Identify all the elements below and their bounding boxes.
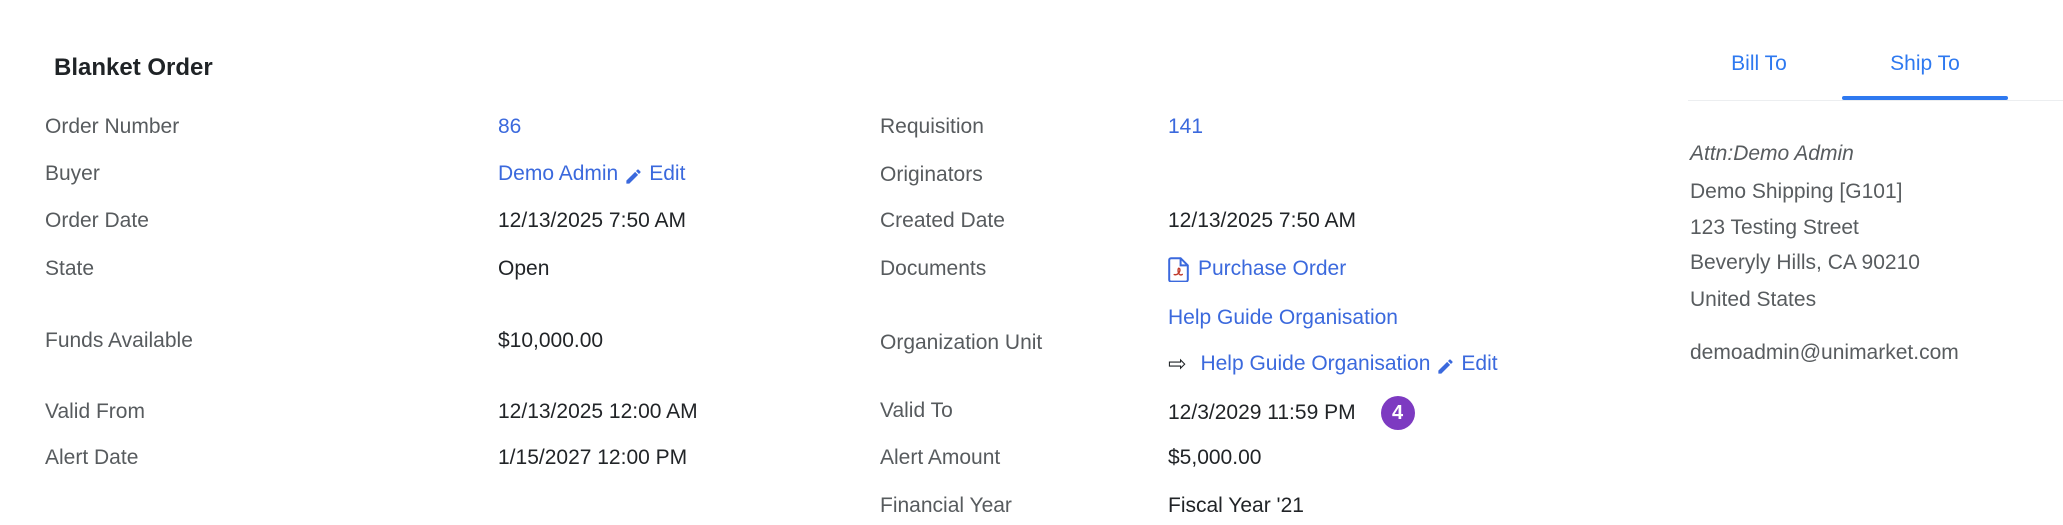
page-title: Blanket Order [54,54,213,81]
requisition-link[interactable]: 141 [1168,115,1204,138]
field-valid-from: Valid From 12/13/2025 12:00 AM [0,397,2063,427]
created-date-value: 12/13/2025 7:50 AM [1168,209,1356,232]
documents-label: Documents [880,257,987,280]
ship-to-attn: Attn:Demo Admin [1690,142,1854,165]
field-financial-year: Financial Year Fiscal Year '21 [0,491,2063,521]
buyer-edit-button[interactable]: Edit [649,162,686,185]
field-state: State Open [0,254,2063,284]
tab-ship-to[interactable]: Ship To [1890,52,1960,75]
active-tab-underline [1842,96,2008,100]
order-date-value: 12/13/2025 7:50 AM [498,209,686,232]
valid-from-label: Valid From [45,400,145,423]
field-documents: Documents Purchase Order [0,254,2063,284]
field-order-number: Order Number 86 [0,112,2063,142]
field-funds-available: Funds Available $10,000.00 [0,326,2063,356]
funds-available-value: $10,000.00 [498,329,604,352]
organization-unit-edit-button[interactable]: Edit [1461,352,1498,375]
ship-to-line: Beveryly Hills, CA 90210 [1690,251,1920,274]
field-created-date: Created Date 12/13/2025 7:50 AM [0,206,2063,236]
tab-divider [1688,100,2063,101]
ship-to-email: demoadmin@unimarket.com [1690,341,1959,364]
originators-label: Originators [880,163,983,186]
ship-to-line: United States [1690,288,1817,311]
valid-from-value: 12/13/2025 12:00 AM [498,400,698,423]
organization-unit-link[interactable]: Help Guide Organisation [1168,306,1398,329]
order-date-label: Order Date [45,209,149,232]
funds-available-label: Funds Available [45,329,193,352]
organization-unit-sub-link[interactable]: Help Guide Organisation [1200,352,1431,375]
field-organization-unit-line2: ⇨ Help Guide Organisation Edit [0,349,2063,379]
order-number-label: Order Number [45,115,180,138]
edit-pencil-icon[interactable] [624,165,643,184]
valid-to-value: 12/3/2029 11:59 PM [1168,401,1356,424]
alert-date-label: Alert Date [45,446,139,469]
buyer-link[interactable]: Demo Admin [498,162,619,185]
field-originators: Originators [0,160,2063,190]
organization-unit-label: Organization Unit [880,331,1043,354]
field-organization-unit-label-row: Organization Unit [0,328,2063,358]
tab-bill-to[interactable]: Bill To [1731,52,1787,75]
ship-to-line: 123 Testing Street [1690,216,1859,239]
edit-pencil-icon[interactable] [1436,355,1455,374]
order-number-link[interactable]: 86 [498,115,522,138]
field-buyer: Buyer Demo Admin Edit [0,159,2063,189]
valid-to-label: Valid To [880,399,953,422]
requisition-label: Requisition [880,115,984,138]
state-value: Open [498,257,550,280]
field-order-date: Order Date 12/13/2025 7:50 AM [0,206,2063,236]
buyer-label: Buyer [45,162,100,185]
state-label: State [45,257,95,280]
created-date-label: Created Date [880,209,1005,232]
alert-date-value: 1/15/2027 12:00 PM [498,446,688,469]
field-organization-unit-line1: Help Guide Organisation [0,303,2063,333]
ship-to-line: Demo Shipping [G101] [1690,180,1903,203]
step-callout-badge: 4 [1380,396,1415,430]
alert-amount-label: Alert Amount [880,446,1001,469]
field-requisition: Requisition 141 [0,112,2063,142]
pdf-file-icon [1168,256,1189,283]
financial-year-value: Fiscal Year '21 [1168,494,1304,517]
field-alert-date: Alert Date 1/15/2027 12:00 PM [0,443,2063,473]
right-arrow-icon: ⇨ [1168,351,1187,376]
alert-amount-value: $5,000.00 [1168,446,1262,469]
field-valid-to: Valid To 12/3/2029 11:59 PM 4 [0,396,2063,430]
purchase-order-link[interactable]: Purchase Order [1198,257,1347,280]
financial-year-label: Financial Year [880,494,1012,517]
field-alert-amount: Alert Amount $5,000.00 [0,443,2063,473]
